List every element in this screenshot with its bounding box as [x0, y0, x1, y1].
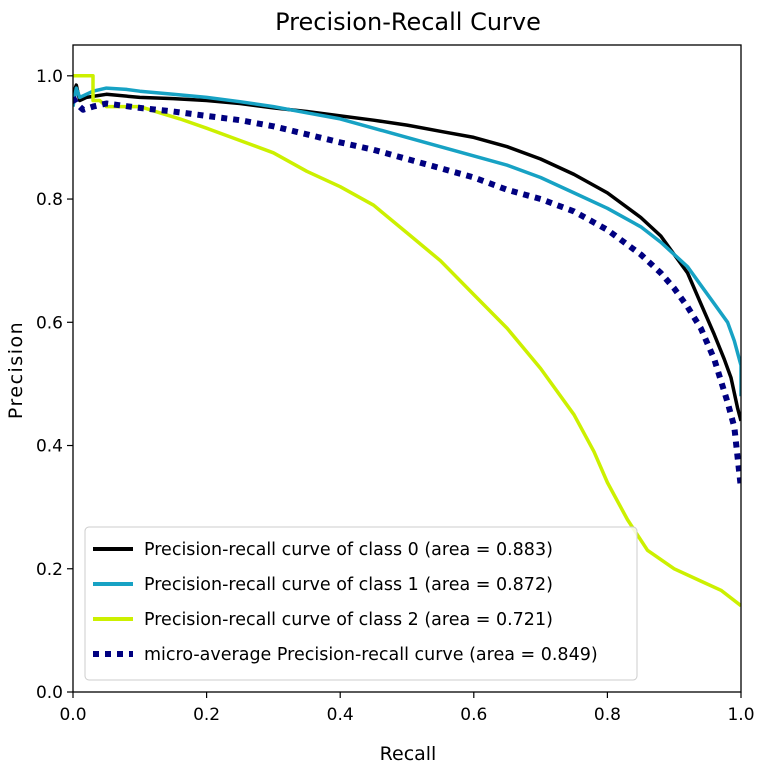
y-tick-label: 1.0 — [36, 67, 63, 87]
series-line-1 — [73, 86, 741, 397]
x-tick-label: 0.4 — [327, 705, 354, 725]
legend-label-3: micro-average Precision-recall curve (ar… — [144, 645, 598, 665]
y-axis-label: Precision — [5, 321, 27, 419]
y-tick-label: 0.2 — [36, 560, 63, 580]
series-line-0 — [73, 83, 741, 422]
y-tick-label: 0.0 — [36, 683, 63, 703]
x-tick-label: 0.0 — [59, 705, 86, 725]
legend: Precision-recall curve of class 0 (area … — [84, 526, 638, 681]
y-tick-label: 0.8 — [36, 190, 63, 210]
chart-title: Precision-Recall Curve — [275, 8, 541, 36]
x-tick-label: 0.6 — [460, 705, 487, 725]
x-axis-label: Recall — [380, 743, 437, 765]
x-tick-label: 0.2 — [193, 705, 220, 725]
series-line-3 — [73, 95, 741, 490]
series-line-2 — [73, 74, 741, 608]
legend-label-2: Precision-recall curve of class 2 (area … — [144, 610, 553, 630]
y-tick-label: 0.4 — [36, 437, 63, 457]
y-tick-label: 0.6 — [36, 313, 63, 333]
x-tick-label: 0.8 — [594, 705, 621, 725]
legend-label-1: Precision-recall curve of class 1 (area … — [144, 575, 553, 595]
x-tick-label: 1.0 — [727, 705, 754, 725]
plot-frame — [72, 44, 742, 693]
legend-label-0: Precision-recall curve of class 0 (area … — [144, 540, 553, 560]
legend-frame — [84, 526, 638, 681]
